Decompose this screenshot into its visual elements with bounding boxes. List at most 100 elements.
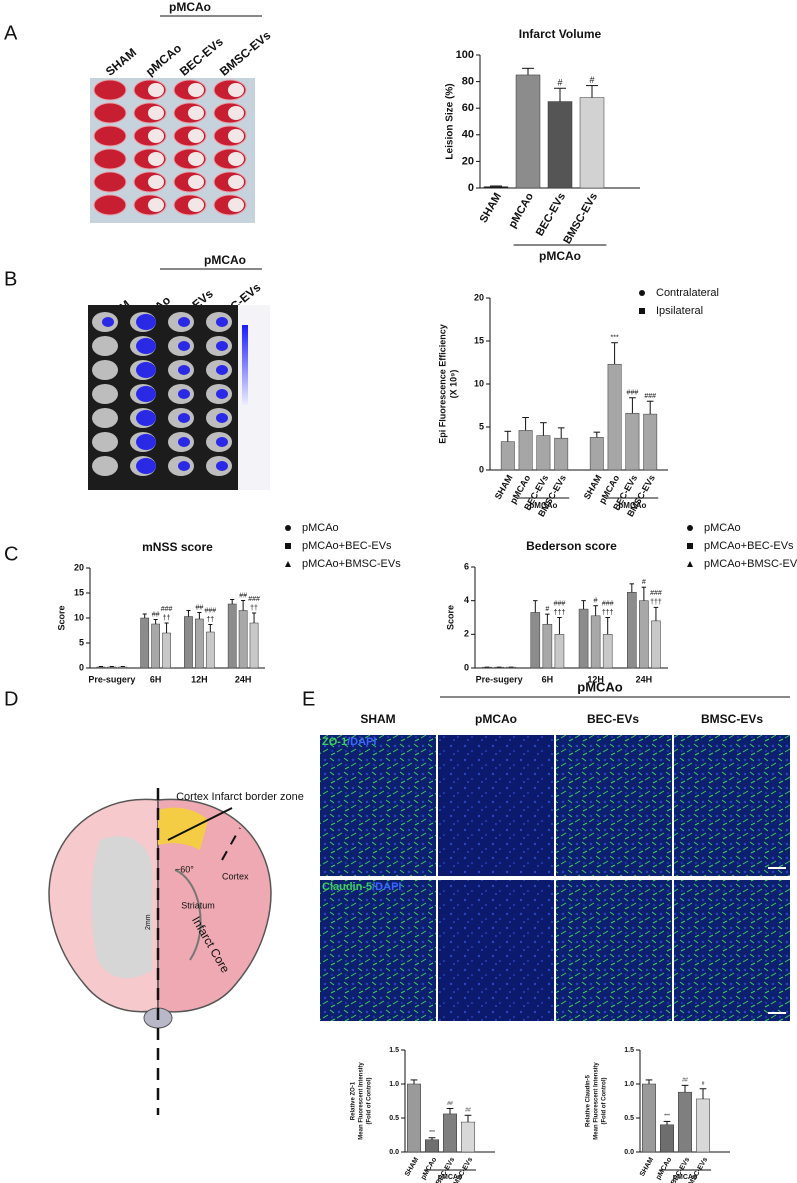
chart-title: mNSS score bbox=[142, 540, 213, 554]
signal bbox=[216, 389, 228, 399]
significance: ### bbox=[161, 606, 173, 613]
signal bbox=[178, 365, 190, 375]
x-tick-label: Pre-sugery bbox=[88, 674, 135, 684]
slice bbox=[93, 79, 127, 101]
significance: †† bbox=[163, 615, 171, 622]
significance: ## bbox=[195, 604, 203, 611]
slice-infarct bbox=[228, 129, 244, 143]
legend-marker bbox=[285, 543, 291, 549]
bar bbox=[678, 1091, 692, 1153]
signal bbox=[136, 458, 156, 474]
y-tick-label: 100 bbox=[456, 49, 474, 61]
bar bbox=[554, 634, 565, 669]
significance: # bbox=[557, 78, 562, 88]
y-tick-label: 0.0 bbox=[389, 1149, 399, 1156]
group-label: pMCAo bbox=[529, 501, 557, 510]
y-tick-label: 20 bbox=[462, 155, 474, 167]
significance: ## bbox=[152, 611, 160, 618]
y-tick-label: 20 bbox=[74, 562, 84, 572]
significance: ## bbox=[239, 592, 247, 599]
diagram-label: Cortex bbox=[222, 871, 249, 881]
significance: ### bbox=[248, 596, 260, 603]
stain: /DAPI bbox=[347, 736, 376, 748]
panel-letter: B bbox=[4, 268, 17, 290]
y-tick-label: 1.5 bbox=[624, 1047, 634, 1054]
bar bbox=[602, 634, 613, 669]
bar bbox=[483, 186, 509, 189]
lane-label: BEC-EVs bbox=[177, 34, 226, 78]
slice-infarct bbox=[228, 83, 244, 97]
x-tick-label: pMCAo bbox=[655, 1156, 673, 1181]
bar bbox=[547, 101, 573, 189]
y-tick-label: 5 bbox=[479, 421, 484, 431]
significance: ††† bbox=[554, 609, 566, 616]
slice-infarct bbox=[188, 129, 204, 143]
slice-infarct bbox=[228, 152, 244, 166]
signal bbox=[136, 386, 156, 402]
slice-infarct bbox=[188, 83, 204, 97]
significance: # bbox=[589, 75, 594, 85]
micrograph bbox=[674, 880, 790, 1021]
significance: # bbox=[545, 606, 549, 613]
significance: *** bbox=[664, 1114, 670, 1120]
slice bbox=[92, 336, 118, 356]
y-axis-label: Score bbox=[56, 605, 66, 630]
chart-title: Bederson score bbox=[526, 539, 617, 553]
group-label: pMCAo bbox=[169, 0, 211, 14]
y-tick-label: 6 bbox=[464, 561, 469, 571]
slice-infarct bbox=[228, 198, 244, 212]
slice-infarct bbox=[148, 198, 164, 212]
row-label: Claudin-5/DAPI bbox=[322, 881, 401, 893]
legend-marker bbox=[285, 561, 291, 567]
stain: /DAPI bbox=[372, 881, 401, 893]
y-tick-label: 1.0 bbox=[389, 1081, 399, 1088]
slice bbox=[93, 148, 127, 170]
bar bbox=[407, 1083, 421, 1153]
significance: ### bbox=[627, 390, 639, 397]
y-tick-label: 0 bbox=[464, 662, 469, 672]
diagram-label: Striatum bbox=[181, 900, 215, 910]
y-tick-label: 10 bbox=[474, 378, 484, 388]
bar bbox=[500, 441, 515, 471]
y-axis-label: Score bbox=[445, 605, 455, 630]
x-tick-label: 12H bbox=[191, 674, 208, 684]
x-tick-label: SHAM bbox=[639, 1156, 655, 1177]
column-label: pMCAo bbox=[475, 712, 517, 726]
significance: ††† bbox=[602, 609, 614, 616]
y-tick-label: 15 bbox=[474, 335, 484, 345]
diagram-label: Cortex Infarct border zone bbox=[176, 791, 304, 803]
x-tick-label: 6H bbox=[542, 674, 554, 684]
chart-title: Infarct Volume bbox=[519, 27, 602, 41]
legend-label: Ipsilateral bbox=[656, 305, 703, 317]
legend-label: pMCAo bbox=[704, 522, 741, 534]
y-tick-label: 1.5 bbox=[389, 1047, 399, 1054]
y-tick-label: 10 bbox=[74, 612, 84, 622]
slice-infarct bbox=[188, 175, 204, 189]
slice-infarct bbox=[148, 175, 164, 189]
micrograph bbox=[320, 735, 436, 876]
y-tick-label: 0 bbox=[79, 662, 84, 672]
bar bbox=[607, 363, 622, 471]
x-tick-label: 6H bbox=[150, 674, 162, 684]
signal bbox=[102, 317, 114, 327]
signal bbox=[136, 410, 156, 426]
bar bbox=[625, 412, 640, 471]
bar bbox=[651, 620, 661, 669]
slice bbox=[92, 456, 118, 476]
bar bbox=[696, 1098, 710, 1153]
significance: *** bbox=[611, 335, 619, 342]
y-axis-label: Relative ZO-1 bbox=[351, 1081, 357, 1120]
slice-infarct bbox=[228, 175, 244, 189]
column-label: BEC-EVs bbox=[587, 712, 639, 726]
bar bbox=[554, 437, 569, 471]
signal bbox=[216, 317, 228, 327]
bar bbox=[518, 430, 533, 471]
bar bbox=[642, 1083, 656, 1153]
group-label: pMCAo bbox=[618, 501, 646, 510]
slice-infarct bbox=[188, 106, 204, 120]
legend-label: pMCAo bbox=[302, 522, 339, 534]
legend-label: pMCAo+BEC-EVs bbox=[704, 540, 794, 552]
row-label: ZO-1/DAPI bbox=[322, 736, 376, 748]
legend-marker bbox=[639, 308, 645, 314]
